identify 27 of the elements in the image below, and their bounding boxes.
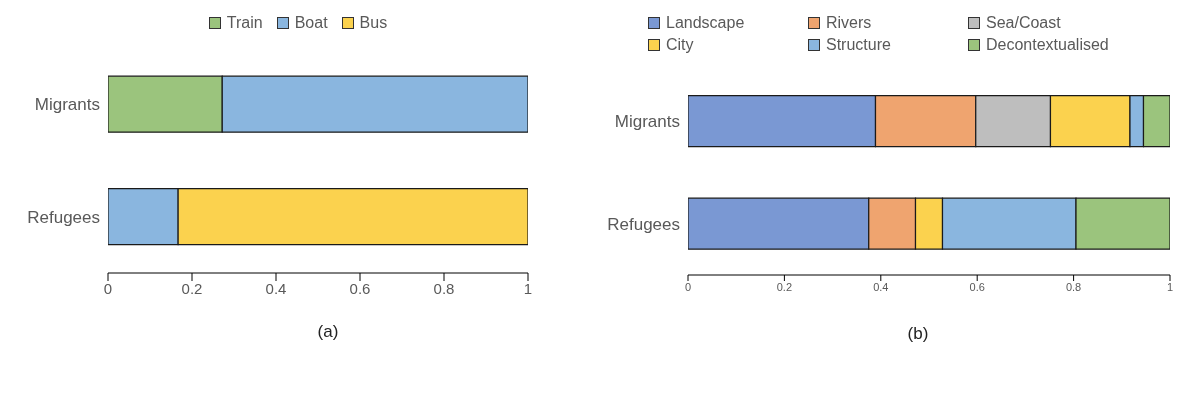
- x-tick-label: 0.8: [433, 279, 455, 297]
- y-tick-label: Refugees: [607, 214, 680, 234]
- x-tick-label: 0.2: [776, 280, 793, 293]
- x-tick-label: 0: [684, 280, 692, 293]
- x-tick-label: 1: [523, 279, 533, 297]
- y-tick-label: Migrants: [614, 112, 680, 132]
- text: (a): [316, 322, 340, 342]
- legend-label: Landscape: [666, 14, 745, 32]
- x-tick-label: 0.6: [349, 279, 371, 297]
- y-tick-label: Refugees: [27, 207, 100, 227]
- legend-label: Boat: [294, 14, 328, 32]
- legend-label: Structure: [826, 36, 891, 54]
- x-tick-label: 0.6: [969, 280, 985, 293]
- legend-label: Bus: [359, 14, 388, 32]
- x-tick-label: 0: [103, 279, 113, 297]
- x-tick-label: 0.2: [181, 279, 203, 297]
- text: (b): [906, 324, 930, 344]
- legend-label: Rivers: [826, 14, 872, 32]
- x-tick-label: 0.4: [873, 280, 889, 293]
- x-tick-label: 0.4: [265, 279, 287, 297]
- legend-label: Sea/Coast: [986, 14, 1061, 32]
- legend-label: Decontextualised: [986, 36, 1109, 54]
- x-tick-label: 0.8: [1065, 280, 1082, 293]
- legend-label: Train: [226, 14, 263, 32]
- x-tick-label: 1: [1166, 280, 1174, 293]
- y-tick-label: Migrants: [34, 95, 100, 115]
- legend-label: City: [666, 36, 694, 54]
